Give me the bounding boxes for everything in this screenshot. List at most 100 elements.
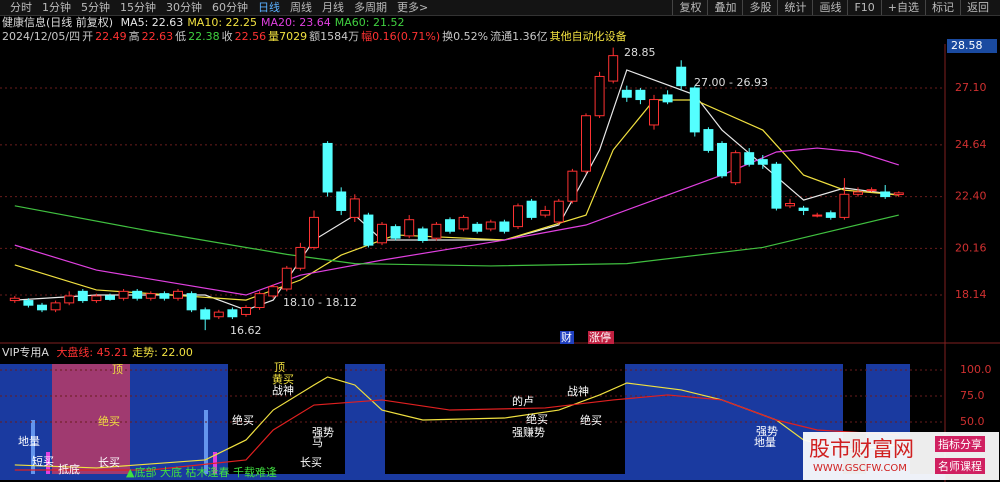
toolbar: 分时 1分钟 5分钟 15分钟 30分钟 60分钟 日线 周线 月线 多周期 更多> 复权 叠加 多股统… <box>0 0 1000 16</box>
quote-item: 其他自动化设备 <box>549 30 627 43</box>
candle-body <box>77 290 88 302</box>
candle-body <box>594 75 605 117</box>
watermark-link[interactable]: 指标分享 <box>935 436 985 452</box>
candle-body <box>866 189 877 192</box>
candle-body <box>540 209 551 216</box>
candle-body <box>281 267 292 290</box>
indicator-item: 大盘线: 45.21 <box>56 346 129 359</box>
marker-box <box>560 331 574 344</box>
toolbar-button[interactable]: 标记 <box>925 0 960 15</box>
candle-body <box>64 295 75 304</box>
ma-legend: MA5: 22.63 MA10: 22.25 MA20: 23.64 MA60: 21… <box>121 16 409 29</box>
info-line: 健康信息(日线 前复权) MA5: 22.63 MA10: 22.25 MA20: … <box>2 16 412 30</box>
y-tick-label: 18.14 <box>955 288 987 301</box>
indicator-label: 地量 <box>754 436 776 449</box>
zone <box>345 364 385 474</box>
candle-body <box>186 293 197 311</box>
tab[interactable]: 更多> <box>397 1 429 14</box>
candle-body <box>621 89 632 98</box>
quote-item: 低 <box>175 30 187 43</box>
candle-body <box>893 192 904 196</box>
indicator-label: 地量 <box>18 435 40 448</box>
signal-bar <box>31 420 35 474</box>
y-tick-label: 50.0 <box>960 415 985 428</box>
candle-body <box>839 193 850 218</box>
y-tick-label: 75.0 <box>960 389 985 402</box>
candle-body <box>581 115 591 172</box>
y-tick-label: 22.40 <box>955 190 987 203</box>
watermark-link[interactable]: 名师课程 <box>935 458 985 474</box>
candle-body <box>798 207 809 211</box>
candle-body <box>431 223 442 239</box>
watermark-url: WWW.GSCFW.COM <box>813 463 907 474</box>
line-series <box>14 69 899 311</box>
candle-body <box>417 228 428 241</box>
toolbar-button[interactable]: 多股 <box>742 0 777 15</box>
tab[interactable]: 分时 <box>10 1 32 14</box>
zone <box>130 364 228 474</box>
ma-legend-item: MA5: 22.63 <box>120 16 184 29</box>
toolbar-button[interactable]: F10 <box>847 0 880 15</box>
indicator-footer: ▲底部 大底 枯木逢春 千载难逢 <box>126 465 277 479</box>
candle-body <box>91 295 102 302</box>
marker: 财 <box>561 330 572 344</box>
toolbar-button[interactable]: 叠加 <box>707 0 742 15</box>
indicator-label: 顶 <box>274 361 285 374</box>
indicator-label: 的卢 <box>512 394 534 408</box>
tab[interactable]: 多周期 <box>354 1 387 14</box>
tab[interactable]: 5分钟 <box>81 1 110 14</box>
tab[interactable]: 60分钟 <box>212 1 248 14</box>
toolbar-button[interactable]: 统计 <box>777 0 812 15</box>
indicator-label: 长买 <box>300 456 322 469</box>
stock-title: 健康信息(日线 前复权) <box>2 16 114 29</box>
watermark-title: 股市财富网 <box>809 437 914 461</box>
candle-body <box>649 99 659 126</box>
price-annotation: 28.85 <box>624 46 656 59</box>
tab[interactable]: 30分钟 <box>166 1 202 14</box>
quote-line: 2024/12/05/四开 22.49 高 22.63 低 22.38 收 22.56 量702… <box>2 30 629 44</box>
candle-body <box>268 286 279 297</box>
line-series <box>14 147 899 296</box>
tab[interactable]: 1分钟 <box>42 1 71 14</box>
quote-item: 换0.52% <box>442 30 489 43</box>
indicator-label: 短买 <box>32 454 54 468</box>
indicator-label: 黄买 <box>272 372 294 386</box>
tab[interactable]: 周线 <box>290 1 312 14</box>
button-group: 复权 叠加 多股 统计 画线 F10 +自选 标记 返回 <box>667 0 1000 15</box>
candle-body <box>105 295 115 300</box>
price-annotation: 18.10 - 18.12 <box>283 296 357 309</box>
marker-box <box>588 331 614 344</box>
candle-body <box>9 297 20 302</box>
quote-item: 高 <box>128 30 140 43</box>
line-series <box>14 99 899 301</box>
zone-strip <box>0 474 945 480</box>
indicator-label: 强势 <box>756 425 778 438</box>
candle-body <box>200 309 211 320</box>
indicator-item: 走势: 22.00 <box>132 346 193 359</box>
toolbar-button[interactable]: 复权 <box>672 0 707 15</box>
candle-body <box>295 246 306 269</box>
candle-body <box>322 142 333 193</box>
y-tick-label: 100.0 <box>960 363 992 376</box>
tab[interactable]: 月线 <box>322 1 344 14</box>
candle-body <box>336 191 347 211</box>
candle-body <box>173 290 183 299</box>
quote-item: 流通1.36亿 <box>490 30 548 43</box>
candle-body <box>485 221 496 230</box>
toolbar-button[interactable]: +自选 <box>880 0 925 15</box>
candle-body <box>213 311 224 318</box>
indicator-label: 马 <box>312 436 323 449</box>
candle-body <box>526 200 537 218</box>
candle-body <box>662 94 673 103</box>
tab[interactable]: 日线 <box>258 1 280 14</box>
candle-body <box>390 226 401 239</box>
tab[interactable]: 15分钟 <box>120 1 156 14</box>
indicator-label: 强赚势 <box>512 425 545 439</box>
tab-group: 分时 1分钟 5分钟 15分钟 30分钟 60分钟 日线 周线 月线 多周期 更多> <box>0 0 438 15</box>
indicator-label: 战神 <box>272 383 294 397</box>
quote-item: 开 <box>82 30 94 43</box>
toolbar-button[interactable]: 返回 <box>960 0 995 15</box>
toolbar-button[interactable]: 画线 <box>812 0 847 15</box>
line-series <box>14 394 899 471</box>
